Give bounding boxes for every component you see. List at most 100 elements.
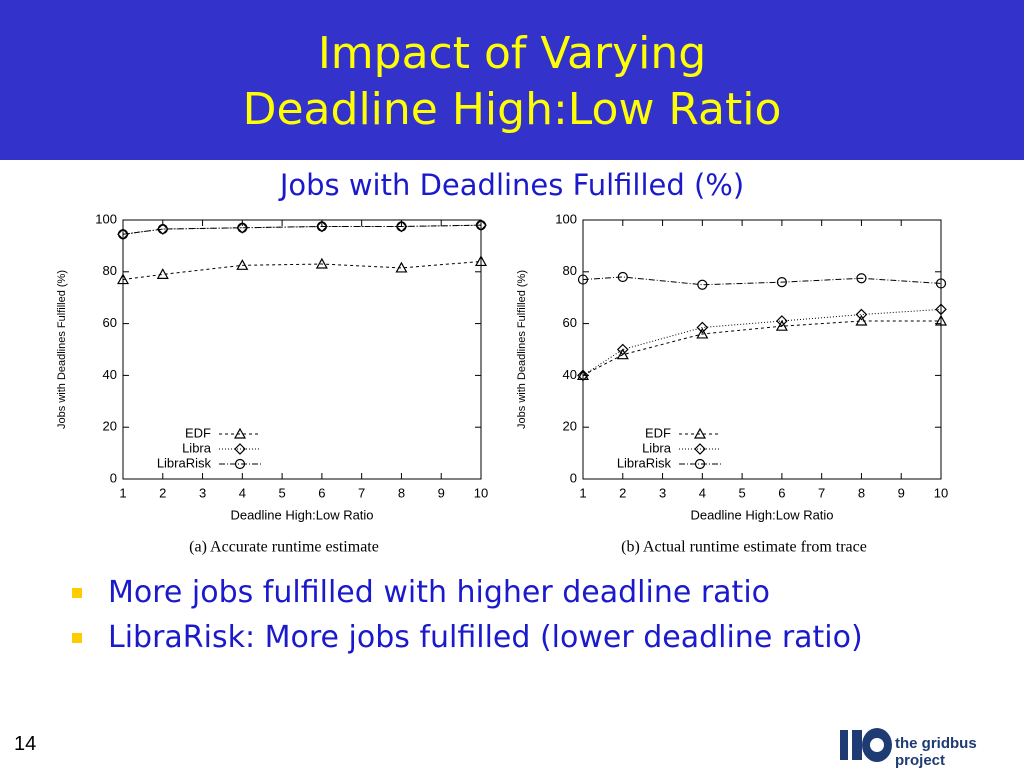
- marker: [776, 315, 788, 327]
- marker: [236, 259, 249, 270]
- subtitle: Jobs with Deadlines Fulfilled (%): [279, 168, 745, 202]
- marker: [694, 443, 706, 455]
- x-axis-label: Deadline High:Low Ratio: [690, 507, 833, 522]
- marker: [696, 327, 709, 339]
- y-tick-label: 0: [570, 470, 577, 485]
- x-tick-label: 5: [278, 485, 285, 500]
- x-tick-label: 7: [358, 485, 365, 500]
- y-tick-label: 20: [103, 419, 117, 434]
- marker: [315, 257, 328, 269]
- marker: [233, 427, 247, 439]
- marker: [935, 303, 947, 316]
- series-line: [582, 276, 942, 286]
- series-line: [122, 224, 482, 235]
- marker: [855, 308, 868, 321]
- page-number: 14: [14, 733, 37, 755]
- marker: [237, 222, 248, 233]
- legend-label: Libra: [182, 440, 212, 455]
- y-tick-label: 40: [563, 367, 577, 382]
- marker: [696, 321, 709, 334]
- marker: [856, 273, 867, 284]
- y-tick-label: 40: [103, 367, 117, 382]
- marker: [617, 271, 628, 283]
- y-tick-label: 60: [103, 315, 117, 330]
- y-axis-label: Jobs with Deadlines Fulfilled (%): [516, 270, 528, 429]
- marker: [694, 458, 706, 470]
- marker: [475, 220, 487, 231]
- bullet-marker: [72, 633, 82, 643]
- x-tick-label: 6: [778, 485, 785, 500]
- logo-text: the gridbus project: [895, 735, 977, 769]
- marker: [234, 443, 246, 455]
- legend-label: EDF: [645, 425, 671, 440]
- y-tick-label: 0: [110, 470, 117, 485]
- bullet: LibraRisk: More jobs fulfilled (lower de…: [108, 620, 863, 655]
- x-tick-label: 10: [934, 485, 948, 500]
- x-tick-label: 3: [659, 485, 666, 500]
- x-tick-label: 8: [858, 485, 865, 500]
- logo-icon: [840, 726, 892, 764]
- x-tick-label: 7: [818, 485, 825, 500]
- legend-label: Libra: [642, 440, 672, 455]
- bullet: More jobs fulfilled with higher deadline…: [108, 575, 771, 610]
- title: Impact of Varying: [317, 28, 707, 79]
- x-tick-label: 4: [699, 485, 706, 500]
- y-tick-label: 20: [563, 419, 577, 434]
- x-tick-label: 9: [438, 485, 445, 500]
- series-line: [582, 308, 942, 376]
- marker: [934, 314, 948, 326]
- caption: (a) Accurate runtime estimate: [189, 539, 379, 556]
- marker: [775, 319, 788, 331]
- series-line: [582, 320, 941, 376]
- x-tick-label: 4: [239, 485, 246, 500]
- marker: [116, 273, 130, 285]
- marker: [576, 369, 590, 380]
- x-tick-label: 6: [318, 485, 325, 500]
- caption: (b) Actual runtime estimate from trace: [621, 539, 867, 556]
- x-tick-label: 2: [159, 485, 166, 500]
- x-tick-label: 1: [579, 485, 586, 500]
- x-tick-label: 3: [199, 485, 206, 500]
- marker: [616, 343, 629, 356]
- legend-label: LibraRisk: [617, 455, 672, 470]
- y-tick-label: 80: [563, 263, 577, 278]
- plot-frame: [582, 219, 942, 480]
- bullet-marker: [72, 588, 82, 598]
- x-tick-label: 1: [119, 485, 126, 500]
- legend-label: LibraRisk: [157, 455, 212, 470]
- title: Deadline High:Low Ratio: [242, 84, 782, 135]
- marker: [117, 229, 129, 240]
- marker: [693, 427, 707, 439]
- marker: [776, 277, 787, 288]
- plot-frame: [122, 219, 482, 480]
- x-tick-label: 8: [398, 485, 405, 500]
- marker: [697, 279, 708, 290]
- y-tick-label: 100: [95, 211, 117, 226]
- marker: [316, 221, 327, 232]
- marker: [396, 221, 407, 232]
- marker: [577, 369, 589, 382]
- marker: [616, 348, 629, 360]
- marker: [156, 268, 169, 279]
- series-line: [122, 260, 482, 281]
- marker: [935, 278, 947, 289]
- marker: [855, 314, 868, 326]
- x-tick-label: 10: [474, 485, 488, 500]
- legend-label: EDF: [185, 425, 211, 440]
- x-tick-label: 9: [898, 485, 905, 500]
- y-axis-label: Jobs with Deadlines Fulfilled (%): [56, 270, 68, 429]
- marker: [474, 255, 488, 267]
- y-tick-label: 60: [563, 315, 577, 330]
- marker: [395, 261, 408, 273]
- x-axis-label: Deadline High:Low Ratio: [230, 507, 373, 522]
- y-tick-label: 80: [103, 263, 117, 278]
- x-tick-label: 2: [619, 485, 626, 500]
- x-tick-label: 5: [738, 485, 745, 500]
- marker: [234, 458, 246, 470]
- marker: [157, 223, 168, 235]
- y-tick-label: 100: [555, 211, 577, 226]
- header: Impact of Varying Deadline High:Low Rati…: [0, 0, 1024, 160]
- marker: [577, 274, 589, 285]
